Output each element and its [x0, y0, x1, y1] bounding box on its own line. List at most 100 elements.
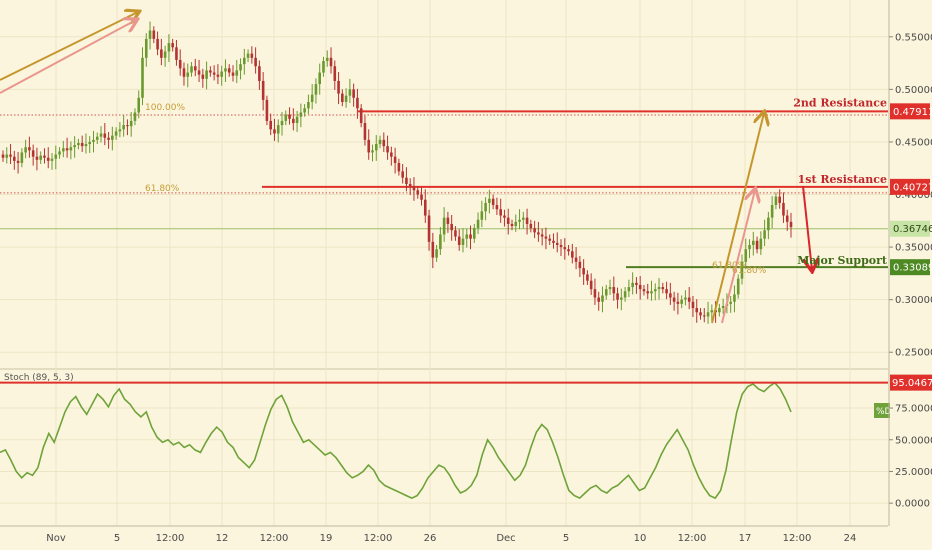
candle-body: [778, 196, 781, 203]
candle-body: [92, 139, 95, 142]
candle-body: [608, 287, 612, 290]
candle-body: [729, 301, 732, 304]
stoch-level-box: [890, 374, 932, 391]
candle-body: [171, 43, 174, 48]
time-tick-label: 24: [844, 533, 857, 544]
candle-body: [469, 234, 472, 239]
candle-body: [310, 94, 314, 102]
candle-body: [691, 301, 695, 309]
candle-body: [386, 146, 389, 153]
candle-body: [439, 234, 442, 250]
candle-body: [755, 240, 759, 250]
candle-body: [16, 160, 20, 163]
candle-body: [457, 236, 461, 245]
candle-body: [390, 152, 393, 157]
candle-body: [454, 230, 457, 237]
candle-body: [250, 53, 254, 58]
major-support-value: 0.33089: [893, 263, 932, 274]
candle-body: [50, 158, 54, 161]
candle-body: [367, 139, 371, 153]
candle-body: [193, 66, 197, 71]
level-lines: [0, 110, 888, 269]
candle-body: [152, 30, 156, 39]
candle-body: [141, 57, 144, 98]
candle-body: [721, 305, 725, 309]
candle-body: [182, 68, 186, 77]
candle-body: [563, 247, 567, 250]
candle-body: [356, 97, 359, 109]
candle-body: [163, 51, 167, 58]
candle-body: [506, 217, 510, 224]
last-price-box: [890, 220, 930, 237]
time-tick-label: Dec: [496, 533, 515, 544]
candle-body: [95, 136, 99, 140]
candle-body: [107, 137, 110, 140]
candle-body: [307, 101, 310, 109]
candle-body: [243, 57, 246, 65]
candle-body: [533, 228, 536, 233]
time-tick-label: 17: [739, 533, 752, 544]
candle-body: [65, 148, 69, 151]
time-tick-label: 19: [320, 533, 333, 544]
candle-body: [710, 310, 714, 313]
candle-body: [616, 293, 619, 300]
candle-body: [224, 68, 227, 72]
candle-body: [680, 299, 683, 304]
candle-body: [480, 211, 484, 220]
candle-body: [620, 297, 623, 300]
candle-body: [378, 139, 382, 145]
candle-body: [265, 99, 269, 121]
osc-tick-label: 25.0000: [895, 467, 932, 478]
time-tick-label: 12:00: [156, 533, 185, 544]
candle-body: [39, 155, 43, 160]
candle-body: [423, 199, 427, 216]
candle-body: [201, 74, 205, 79]
second-resistance-value: 0.47911: [893, 107, 932, 118]
candle-body: [669, 293, 672, 298]
candle-body: [472, 228, 476, 239]
candle-body: [635, 282, 638, 285]
candle-body: [623, 291, 627, 298]
candle-body: [371, 150, 374, 153]
candle-body: [461, 238, 465, 245]
candle-body: [80, 142, 84, 147]
time-tick-label: 26: [424, 533, 437, 544]
candle-body: [537, 232, 540, 235]
candle-body: [1, 154, 5, 158]
candle-body: [231, 72, 235, 76]
candle-body: [276, 125, 280, 134]
candle-body: [167, 43, 171, 52]
candle-body: [699, 312, 702, 316]
candle-body: [28, 147, 31, 151]
candle-body: [589, 280, 593, 290]
price-candles: [1, 21, 793, 324]
candle-body: [518, 219, 521, 222]
candle-body: [604, 289, 608, 296]
first-resistance-value: 0.40727: [893, 182, 932, 193]
candle-body: [514, 221, 518, 227]
candle-body: [114, 131, 118, 136]
candle-body: [540, 234, 544, 237]
osc-tick-label: 0.0000: [895, 499, 930, 510]
candle-body: [393, 156, 397, 163]
candle-body: [216, 74, 220, 77]
candle-body: [24, 147, 27, 153]
candle-body: [197, 70, 201, 75]
candle-body: [442, 217, 446, 235]
candle-body: [292, 118, 295, 124]
stoch-d-line: [0, 381, 792, 500]
candle-body: [646, 291, 650, 294]
candle-body: [227, 68, 231, 73]
labels: 100.00%61.80%61.80%61.80%2nd Resistance1…: [145, 96, 932, 276]
candle-body: [435, 249, 438, 258]
candle-body: [186, 72, 190, 77]
candle-body: [269, 120, 272, 130]
candle-body: [446, 217, 450, 224]
candle-body: [344, 95, 348, 102]
first-resistance-label: 1st Resistance: [798, 173, 887, 186]
candle-body: [118, 129, 122, 132]
candle-body: [650, 291, 653, 294]
